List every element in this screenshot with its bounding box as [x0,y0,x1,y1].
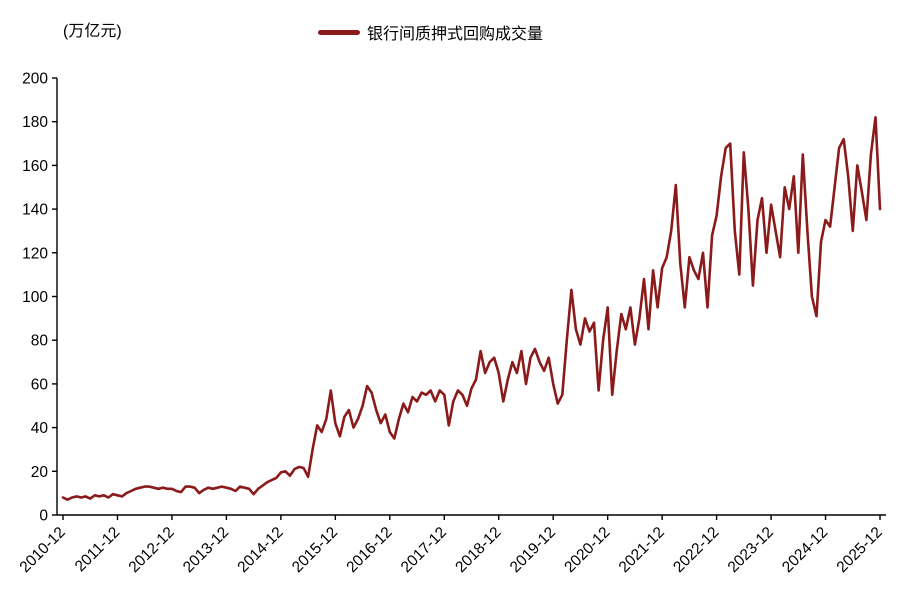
x-tick-label: 2023-12 [725,524,777,576]
y-tick-label: 200 [22,71,48,88]
legend: 银行间质押式回购成交量 [318,20,543,44]
legend-line-swatch [318,29,360,35]
x-tick-label: 2016-12 [343,524,395,576]
x-tick-label: 2015-12 [289,524,341,576]
x-tick-label: 2013-12 [180,524,232,576]
x-tick-label: 2024-12 [779,524,831,576]
x-tick-label: 2021-12 [616,524,668,576]
y-tick-label: 160 [22,158,48,175]
x-tick-label: 2018-12 [452,524,504,576]
data-line [61,116,882,502]
y-tick-label: 0 [39,508,48,525]
x-tick-label: 2012-12 [126,524,178,576]
y-tick-label: 20 [31,464,49,481]
y-tick-label: 100 [22,289,48,306]
y-tick-label: 40 [31,420,49,437]
x-tick-label: 2019-12 [507,524,559,576]
y-tick-label: 140 [22,202,48,219]
x-tick-label: 2020-12 [561,524,613,576]
y-tick-label: 80 [31,333,49,350]
x-tick-label: 2022-12 [670,524,722,576]
y-axis-unit-label: (万亿元) [63,23,122,40]
y-tick-label: 120 [22,245,48,262]
x-tick-label: 2010-12 [17,524,69,576]
x-tick-label: 2014-12 [234,524,286,576]
x-tick-label: 2025-12 [834,524,886,576]
y-tick-label: 60 [31,376,49,393]
legend-label: 银行间质押式回购成交量 [367,26,544,43]
x-tick-label: 2017-12 [398,524,450,576]
y-tick-label: 180 [22,114,48,131]
x-tick-label: 2011-12 [72,524,123,575]
